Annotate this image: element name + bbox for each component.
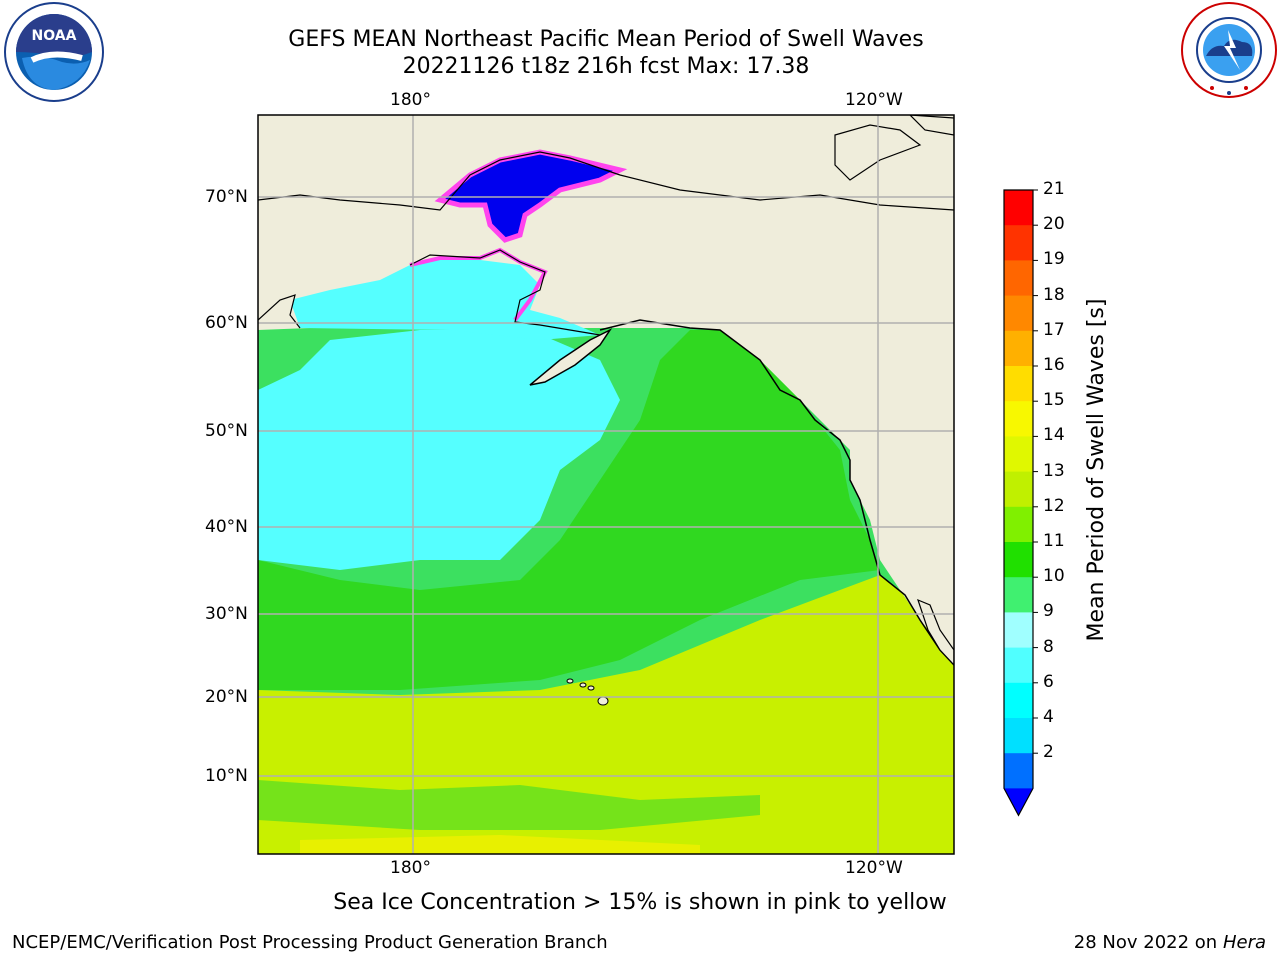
colorbar-tick-label: 6 (1043, 671, 1054, 692)
lon-label-180-bottom: 180° (390, 858, 431, 878)
colorbar-frame (1003, 189, 1034, 817)
lat-label-60n: 60°N (205, 313, 248, 333)
lat-label-10n: 10°N (205, 766, 248, 786)
footer-host: Hera (1222, 932, 1266, 953)
gridlines (258, 115, 954, 854)
footer-date: 28 Nov 2022 on (1073, 932, 1218, 953)
lat-label-70n: 70°N (205, 187, 248, 207)
colorbar-tick-label: 9 (1043, 601, 1054, 622)
colorbar-swatch (1004, 577, 1033, 613)
alaska-peninsula (529, 328, 613, 386)
colorbar-tick-label: 16 (1043, 355, 1065, 375)
map-subtitle: 20221126 t18z 216h fcst Max: 17.38 (402, 54, 810, 79)
lon-label-120w-top: 120°W (845, 90, 903, 110)
colorbar-swatch (1004, 718, 1033, 754)
colorbar-swatch (1004, 542, 1033, 578)
footer-left: NCEP/EMC/Verification Post Processing Pr… (12, 932, 608, 953)
colorbar-tick-label: 21 (1043, 179, 1065, 199)
lat-label-30n: 30°N (205, 604, 248, 624)
colorbar-swatch (1004, 190, 1033, 226)
colorbar-swatch (1004, 753, 1033, 789)
colorbar-swatch (1004, 401, 1033, 437)
yellow-streak (300, 835, 700, 854)
caption: Sea Ice Concentration > 15% is shown in … (333, 890, 947, 915)
colorbar-tick-label: 4 (1043, 707, 1054, 727)
colorbar-swatch (1004, 612, 1033, 649)
green-streak (258, 780, 760, 830)
colorbar-tick-label: 18 (1043, 284, 1065, 305)
colorbar-tick-label: 19 (1043, 249, 1065, 270)
colorbar-tick-label: 20 (1043, 214, 1065, 235)
short-period-region (258, 330, 620, 570)
noaa-logo: NOAA (4, 2, 104, 102)
north-america-coast (599, 319, 954, 666)
lat-label-50n: 50°N (205, 421, 248, 441)
lon-label-120w-bottom: 120°W (845, 858, 903, 878)
nws-logo (1181, 2, 1277, 98)
colorbar-tick-label: 15 (1043, 390, 1065, 411)
colorbar-tick-label: 14 (1043, 425, 1065, 446)
colorbar-swatch (1004, 647, 1033, 684)
colorbar-extension (1004, 788, 1033, 816)
siberia-coast (258, 294, 301, 329)
colorbar-swatch (1004, 260, 1033, 297)
colorbar-swatch (1004, 330, 1033, 367)
colorbar-swatch (1004, 471, 1033, 508)
lat-label-20n: 20°N (205, 687, 248, 707)
map-title: GEFS MEAN Northeast Pacific Mean Period … (288, 27, 924, 52)
map-area (258, 115, 954, 854)
footer-right: 28 Nov 2022 on Hera (1074, 932, 1266, 953)
lon-label-180-top: 180° (390, 90, 431, 110)
colorbar-swatch (1004, 436, 1033, 473)
map-frame (257, 114, 955, 855)
colorbar (1003, 189, 1038, 817)
hawaii-islands (566, 678, 609, 706)
colorbar-tick-label: 13 (1043, 460, 1065, 481)
colorbar-label: Mean Period of Swell Waves [s] (1084, 298, 1109, 642)
arctic-islands (834, 115, 954, 181)
bering-sea (290, 258, 600, 340)
baja-peninsula (917, 598, 954, 666)
colorbar-swatch (1004, 506, 1033, 543)
colorbar-tick-label: 8 (1043, 636, 1054, 657)
long-period-region (258, 575, 954, 854)
colorbar-tick-label: 11 (1043, 531, 1065, 551)
colorbar-swatch (1004, 225, 1033, 261)
colorbar-tick-label: 2 (1043, 742, 1054, 763)
colorbar-tick-label: 17 (1043, 319, 1065, 340)
noaa-logo-text: NOAA (32, 28, 77, 44)
lat-label-40n: 40°N (205, 517, 248, 537)
colorbar-tick-label: 12 (1043, 495, 1065, 516)
colorbar-swatch (1004, 682, 1033, 719)
colorbar-swatch (1004, 366, 1033, 402)
colorbar-tick-label: 10 (1043, 566, 1065, 587)
colorbar-swatch (1004, 295, 1033, 332)
